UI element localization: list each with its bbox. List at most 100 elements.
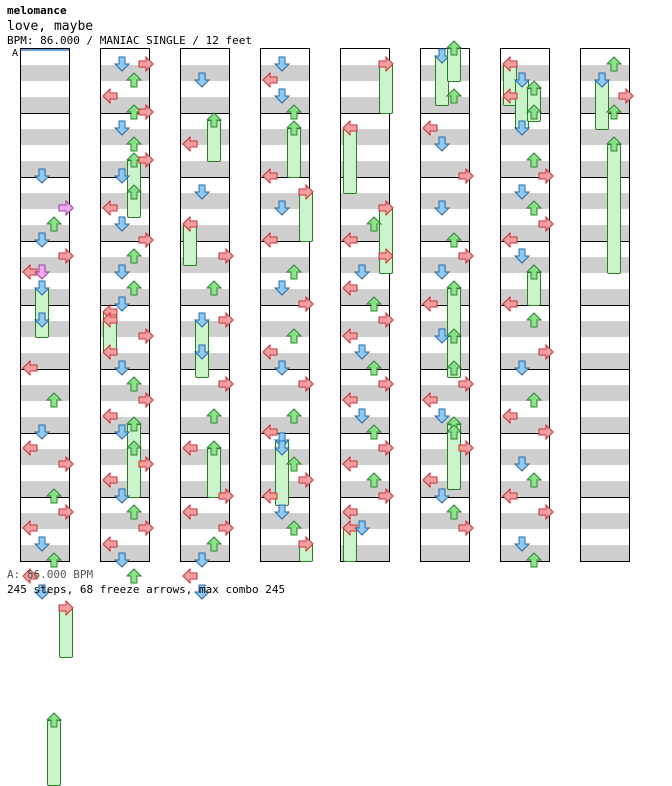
step-up-arrow-icon	[286, 456, 302, 472]
step-up-arrow-icon	[366, 472, 382, 488]
step-left-arrow-icon	[22, 568, 38, 584]
step-down-arrow-icon	[354, 344, 370, 360]
step-right-arrow-icon	[458, 376, 474, 392]
step-up-arrow-icon	[126, 248, 142, 264]
chart-summary: 245 steps, 68 freeze arrows, max combo 2…	[7, 583, 286, 596]
step-up-arrow-icon	[126, 504, 142, 520]
measure-line	[581, 305, 629, 306]
measure-line	[261, 177, 309, 178]
step-right-arrow-icon	[378, 376, 394, 392]
step-down-arrow-icon	[34, 168, 50, 184]
step-down-arrow-icon	[274, 504, 290, 520]
step-left-arrow-icon	[102, 344, 118, 360]
step-up-arrow-icon	[46, 552, 62, 568]
freeze-head-up-arrow-icon	[206, 440, 222, 456]
freeze-head-down-arrow-icon	[194, 312, 210, 328]
step-right-arrow-icon	[138, 232, 154, 248]
freeze-head-up-arrow-icon	[46, 712, 62, 728]
freeze-head-up-arrow-icon	[286, 120, 302, 136]
measure-line	[501, 241, 549, 242]
step-up-arrow-icon	[126, 184, 142, 200]
step-right-arrow-icon	[218, 376, 234, 392]
step-right-arrow-icon	[538, 344, 554, 360]
freeze-head-right-arrow-icon	[378, 200, 394, 216]
step-down-arrow-icon	[194, 552, 210, 568]
step-down-arrow-icon	[34, 424, 50, 440]
freeze-arrow-body	[47, 720, 61, 786]
freeze-head-up-arrow-icon	[526, 80, 542, 96]
step-left-arrow-icon	[22, 440, 38, 456]
step-right-arrow-icon	[58, 504, 74, 520]
step-right-arrow-icon	[138, 56, 154, 72]
measure-line	[421, 433, 469, 434]
step-down-arrow-icon	[274, 360, 290, 376]
measure-line	[501, 433, 549, 434]
measure-line	[101, 241, 149, 242]
step-right-arrow-icon	[138, 456, 154, 472]
step-down-arrow-icon	[514, 184, 530, 200]
step-down-arrow-icon	[194, 344, 210, 360]
step-up-arrow-icon	[526, 200, 542, 216]
step-up-arrow-icon	[286, 408, 302, 424]
step-left-arrow-icon	[182, 568, 198, 584]
step-left-arrow-icon	[502, 232, 518, 248]
step-down-arrow-icon	[114, 488, 130, 504]
measure-line	[421, 113, 469, 114]
step-left-arrow-icon	[422, 392, 438, 408]
measure-line	[421, 369, 469, 370]
step-up-arrow-icon	[286, 264, 302, 280]
step-up-arrow-icon	[46, 392, 62, 408]
measure-line	[581, 369, 629, 370]
step-right-arrow-icon	[378, 488, 394, 504]
step-up-arrow-icon	[286, 520, 302, 536]
step-left-arrow-icon	[102, 200, 118, 216]
step-down-arrow-icon	[114, 360, 130, 376]
step-down-arrow-icon	[274, 88, 290, 104]
step-left-arrow-icon	[342, 328, 358, 344]
freeze-head-left-arrow-icon	[502, 56, 518, 72]
step-up-arrow-icon	[126, 280, 142, 296]
step-right-arrow-icon	[618, 88, 634, 104]
step-right-arrow-icon	[138, 104, 154, 120]
freeze-arrow-body	[607, 144, 621, 274]
step-left-arrow-icon	[102, 472, 118, 488]
measure-line	[21, 369, 69, 370]
step-up-arrow-icon	[606, 56, 622, 72]
step-up-arrow-icon	[206, 280, 222, 296]
step-right-arrow-icon	[138, 520, 154, 536]
step-up-arrow-icon	[126, 568, 142, 584]
step-left-arrow-icon	[422, 296, 438, 312]
freeze-head-right-arrow-icon	[378, 56, 394, 72]
step-up-arrow-icon	[526, 104, 542, 120]
step-left-arrow-icon	[182, 440, 198, 456]
step-up-arrow-icon	[126, 136, 142, 152]
measure-line	[341, 177, 389, 178]
step-up-arrow-icon	[126, 376, 142, 392]
step-left-arrow-icon	[22, 520, 38, 536]
step-down-arrow-icon	[34, 536, 50, 552]
step-right-arrow-icon	[538, 504, 554, 520]
measure-line	[341, 497, 389, 498]
step-up-arrow-icon	[446, 88, 462, 104]
step-left-arrow-icon	[182, 216, 198, 232]
measure-line	[501, 305, 549, 306]
step-down-arrow-icon	[594, 72, 610, 88]
step-down-arrow-icon	[194, 184, 210, 200]
step-down-arrow-icon	[354, 520, 370, 536]
measure-line	[421, 305, 469, 306]
step-up-arrow-icon	[206, 536, 222, 552]
step-right-arrow-icon	[538, 168, 554, 184]
step-right-arrow-icon	[298, 472, 314, 488]
step-up-arrow-icon	[526, 264, 542, 280]
step-up-arrow-icon	[286, 328, 302, 344]
step-up-arrow-icon	[46, 488, 62, 504]
freeze-head-right-arrow-icon	[298, 536, 314, 552]
measure-line	[581, 241, 629, 242]
step-down-arrow-icon	[114, 120, 130, 136]
step-down-arrow-icon	[434, 200, 450, 216]
step-down-arrow-icon	[354, 264, 370, 280]
step-up-arrow-icon	[526, 152, 542, 168]
step-down-arrow-icon	[514, 456, 530, 472]
measure-line	[581, 497, 629, 498]
step-right-arrow-icon	[458, 168, 474, 184]
